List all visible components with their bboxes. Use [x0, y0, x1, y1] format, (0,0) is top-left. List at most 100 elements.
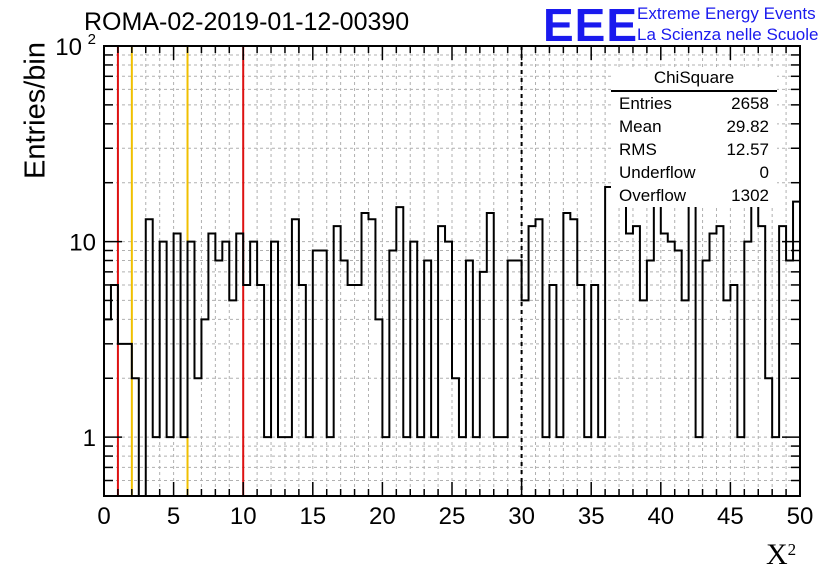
histogram-bin: [751, 187, 758, 496]
histogram-bin: [153, 437, 160, 496]
x-tick-label: 45: [717, 503, 744, 530]
bottom-margin: [0, 497, 836, 572]
chart-title: ROMA-02-2019-01-12-00390: [84, 8, 410, 36]
logo-caption: Extreme Energy Events La Scienza nelle S…: [637, 3, 818, 45]
x-tick-label: 50: [787, 503, 814, 530]
ticks: 0 5 10 15 20 25 30 35 40 45 50 1 10 10 2: [55, 31, 813, 530]
histogram-bin: [278, 437, 285, 496]
stats-label: Overflow: [619, 186, 687, 205]
histogram-bin: [389, 251, 396, 496]
histogram-bin: [132, 378, 139, 496]
histogram-bin: [675, 251, 682, 496]
stats-row-overflow: Overflow 1302: [611, 184, 777, 207]
histogram-bin: [689, 192, 696, 496]
stats-label: Mean: [619, 117, 662, 136]
histogram-bin: [661, 233, 668, 496]
histogram-bin: [104, 319, 111, 496]
x-tick-label: 40: [647, 503, 674, 530]
x-tick-label: 5: [167, 503, 180, 530]
histogram-bin: [459, 437, 466, 496]
histogram-bin: [208, 233, 215, 496]
histogram-bin: [598, 437, 605, 496]
histogram-bin: [320, 251, 327, 496]
logo-line-1: Extreme Energy Events: [637, 4, 816, 23]
stats-label: Underflow: [619, 163, 696, 182]
histogram-bin: [591, 285, 598, 496]
histogram-bin: [410, 242, 417, 496]
histogram-bin: [466, 261, 473, 496]
histogram-bin: [396, 207, 403, 496]
histogram-bin: [626, 233, 633, 496]
histogram-bin: [257, 285, 264, 496]
histogram-bin: [508, 261, 515, 496]
histogram-bin: [111, 285, 118, 496]
eee-logo: EEE: [543, 0, 639, 51]
histogram-bin: [772, 437, 779, 496]
stats-row-rms: RMS 12.57: [611, 138, 777, 161]
stats-row-underflow: Underflow 0: [611, 161, 777, 184]
x-tick-label: 0: [97, 503, 110, 530]
y-tick-label: 1: [83, 425, 96, 452]
histogram-bin: [529, 226, 536, 496]
histogram-bin: [299, 285, 306, 496]
histogram-bin: [125, 344, 132, 496]
y-axis-label: Entries/bin: [19, 42, 52, 180]
x-tick-label: 20: [369, 503, 396, 530]
histogram-bin: [570, 219, 577, 496]
histogram-bin: [146, 219, 153, 496]
histogram-bin: [536, 219, 543, 496]
stats-value: 2658: [731, 94, 769, 113]
y-tick-exponent: 2: [88, 31, 96, 48]
histogram-bin: [403, 437, 410, 496]
histogram-bin: [515, 261, 522, 496]
histogram-bin: [682, 300, 689, 496]
histogram-bin: [452, 378, 459, 496]
histogram-bin: [348, 285, 355, 496]
histogram-bin: [668, 242, 675, 496]
x-tick-label: 30: [508, 503, 535, 530]
histogram-bin: [703, 261, 710, 496]
histogram-bin: [417, 437, 424, 496]
histogram-bin: [647, 261, 654, 496]
histogram-bin: [480, 272, 487, 496]
histogram-bin: [188, 242, 195, 496]
histogram-bin: [118, 344, 125, 496]
histogram-bin: [167, 437, 174, 496]
stats-value: 29.82: [726, 117, 769, 136]
histogram-bin: [577, 285, 584, 496]
histogram-bin: [271, 242, 278, 496]
stats-label: RMS: [619, 140, 657, 159]
histogram-bin: [494, 437, 501, 496]
histogram-bin: [765, 378, 772, 496]
histogram-bin: [201, 319, 208, 496]
logo-line-2: La Scienza nelle Scuole: [637, 25, 819, 44]
histogram-bin: [243, 285, 250, 496]
y-tick-label: 10: [69, 230, 96, 257]
histogram-bin: [737, 437, 744, 496]
histogram-bin: [327, 437, 334, 496]
stats-box: ChiSquare Entries 2658 Mean 29.82 RMS 12.57 Un…: [611, 67, 777, 207]
histogram-bin: [501, 437, 508, 496]
histogram-bin: [793, 202, 800, 496]
histogram-bin: [716, 226, 723, 496]
histogram-bin: [522, 300, 529, 496]
histogram-bin: [710, 233, 717, 496]
histogram-bin: [640, 300, 647, 496]
histogram-bin: [264, 437, 271, 496]
histogram-bin: [355, 285, 362, 496]
histogram-bin: [730, 285, 737, 496]
histogram-bin: [744, 242, 751, 496]
histogram-bin: [160, 242, 167, 496]
x-tick-label: 35: [578, 503, 605, 530]
histogram-outline: [103, 186, 801, 517]
stats-value: 12.57: [726, 140, 769, 159]
histogram-bin: [654, 196, 661, 496]
histogram-bin: [487, 213, 494, 496]
histogram-bin: [431, 437, 438, 496]
histogram-bin: [313, 251, 320, 496]
histogram-bin: [473, 437, 480, 496]
histogram-bin: [292, 219, 299, 496]
histogram-bin: [236, 233, 243, 496]
histogram-bin: [341, 261, 348, 496]
